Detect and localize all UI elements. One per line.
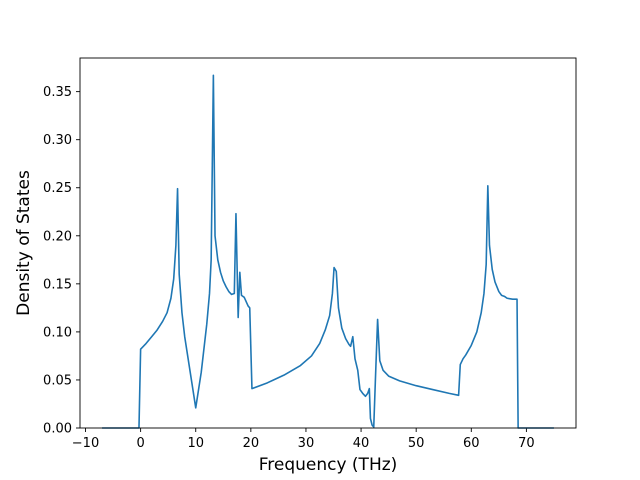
y-tick-label: 0.15 [43, 277, 72, 292]
x-tick-label: 30 [298, 436, 315, 451]
x-tick-label: 40 [353, 436, 370, 451]
x-tick-label: 20 [243, 436, 260, 451]
x-axis-label: Frequency (THz) [259, 455, 398, 475]
y-tick-label: 0.00 [43, 422, 72, 437]
y-tick-label: 0.20 [43, 229, 72, 244]
plot-frame [79, 57, 577, 429]
x-tick-label: −10 [72, 436, 99, 451]
ticks-layer: −10 0 10 20 30 40 50 60 70 0.00 0.05 0.10 0.15 0.20 0.… [43, 85, 535, 451]
y-axis-label: Density of States [14, 170, 34, 316]
x-tick-label: 60 [463, 436, 480, 451]
x-tick-label: 10 [187, 436, 204, 451]
y-tick-label: 0.25 [43, 181, 72, 196]
y-tick-label: 0.10 [43, 325, 72, 340]
x-tick-label: 0 [136, 436, 144, 451]
dos-series-line [102, 74, 554, 429]
y-tick-label: 0.05 [43, 373, 72, 388]
x-tick-label: 50 [408, 436, 425, 451]
y-tick-label: 0.30 [43, 133, 72, 148]
y-tick-label: 0.35 [43, 85, 72, 100]
x-tick-label: 70 [518, 436, 535, 451]
